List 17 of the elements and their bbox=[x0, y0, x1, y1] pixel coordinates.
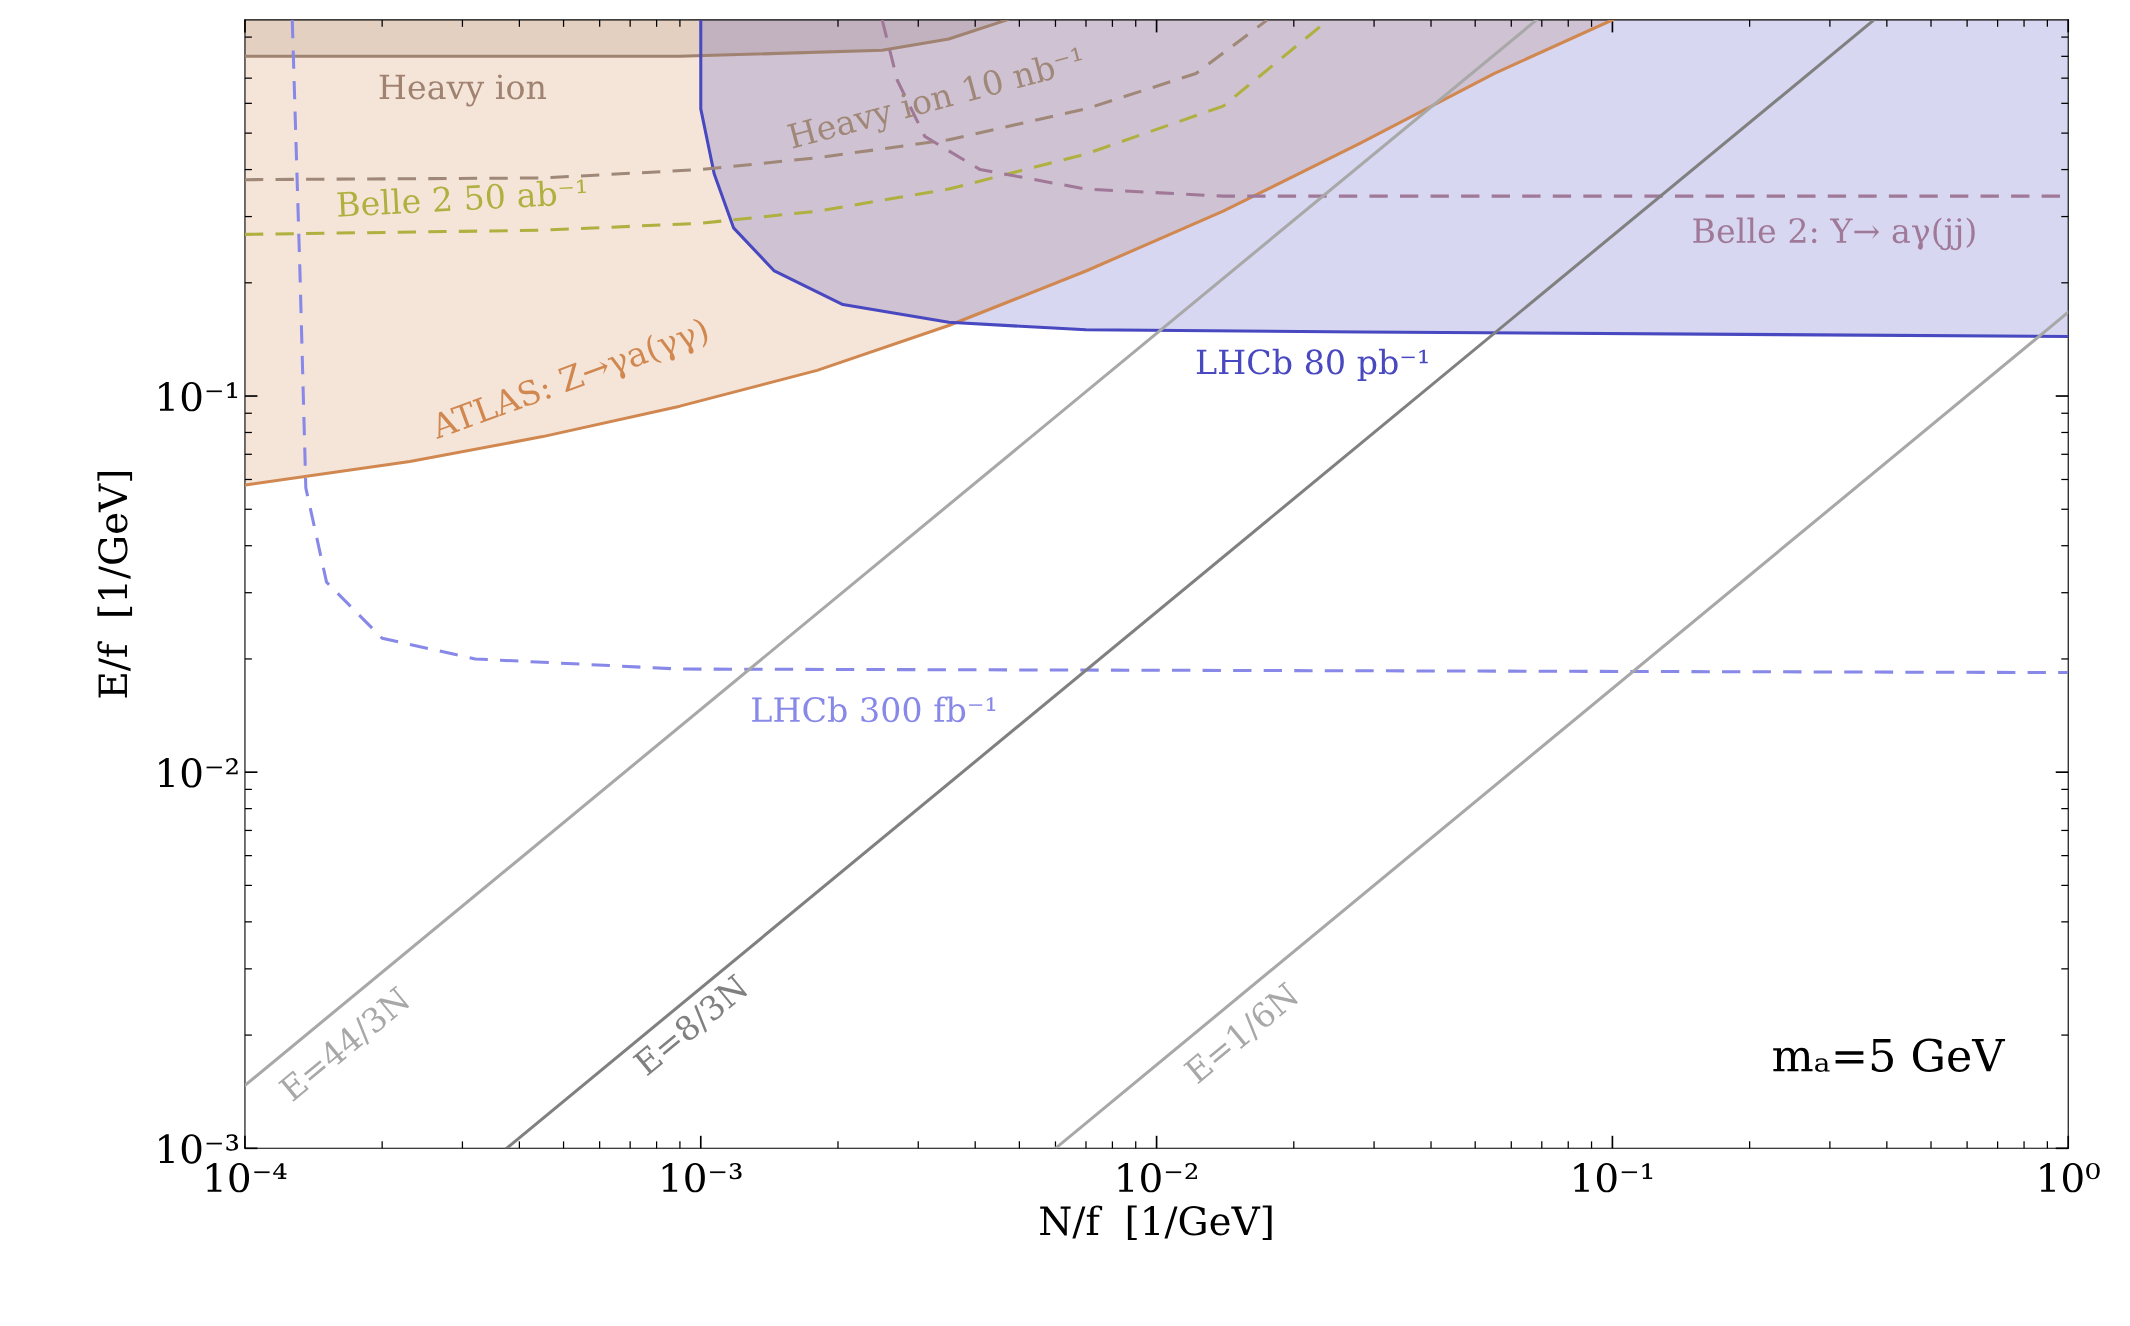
series-label: Heavy ion bbox=[379, 74, 547, 107]
series-label: Belle 2 50 ab⁻¹ bbox=[337, 178, 587, 218]
x-tick-label: 10⁻¹ bbox=[1574, 1162, 1653, 1193]
x-tick-label: 10⁰ bbox=[2040, 1162, 2100, 1193]
series-label: LHCb 300 fb⁻¹ bbox=[752, 696, 996, 723]
x-axis-title: N/f [1/GeV] bbox=[1040, 1205, 1272, 1241]
y-tick-label: 10⁻² bbox=[159, 758, 238, 788]
text: Heavy ion 10 nb⁻¹ bbox=[786, 45, 1087, 156]
x-tick-label: 10⁻³ bbox=[662, 1162, 742, 1193]
y-axis-title: E/f [1/GeV] bbox=[97, 471, 133, 698]
y-tick-label: 10⁻³ bbox=[159, 1134, 239, 1164]
series-label: LHCb 80 pb⁻¹ bbox=[1196, 348, 1428, 382]
x-tick-label: 10⁻² bbox=[1118, 1162, 1197, 1193]
x-tick-label: 10⁻⁴ bbox=[206, 1162, 287, 1193]
series-label: Belle 2: Υ→ aγ(jj) bbox=[1693, 217, 1975, 251]
annotation: mₐ=5 GeV bbox=[1773, 1038, 2006, 1072]
y-tick-label: 10⁻¹ bbox=[159, 381, 238, 412]
